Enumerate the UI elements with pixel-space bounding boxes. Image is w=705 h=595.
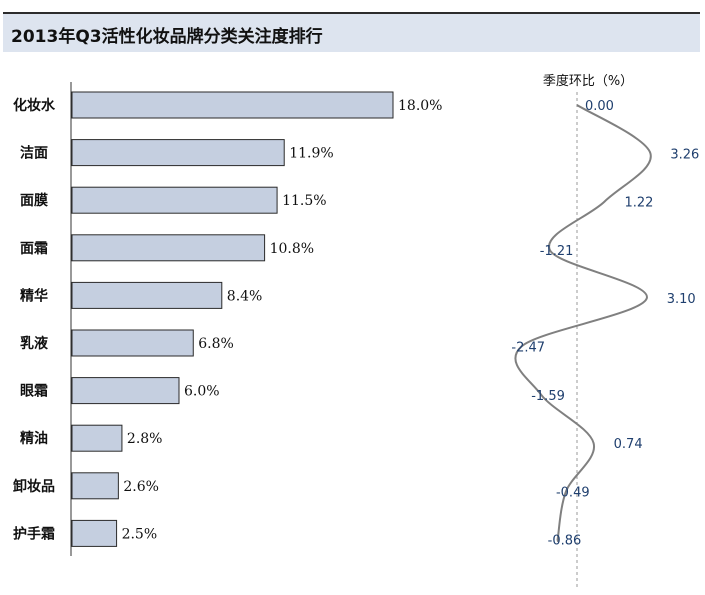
bar — [71, 91, 394, 119]
trend-line — [514, 104, 652, 542]
category-label: 眼霜 — [20, 383, 48, 400]
line-value-label: -2.47 — [511, 341, 545, 356]
bar — [71, 186, 278, 214]
bar-value-label: 2.8% — [127, 431, 163, 447]
bar — [71, 139, 285, 167]
category-label: 洁面 — [20, 145, 48, 162]
line-value-label: -0.86 — [548, 534, 582, 549]
bar-value-label: 6.8% — [198, 336, 234, 352]
category-label: 精油 — [20, 430, 48, 447]
line-axis-title: 季度环比（%） — [543, 73, 633, 89]
bar — [71, 234, 266, 262]
title-bar: 2013年Q3活性化妆品牌分类关注度排行 — [3, 12, 700, 52]
line-value-label: 3.26 — [670, 147, 699, 162]
bar — [71, 519, 118, 547]
bar — [71, 424, 123, 452]
line-value-label: -1.21 — [540, 244, 574, 259]
bar-value-label: 2.6% — [123, 479, 159, 495]
bar — [71, 472, 119, 500]
bar-value-label: 2.5% — [122, 526, 158, 542]
line-value-label: 1.22 — [624, 196, 653, 211]
bar-value-label: 10.8% — [270, 241, 314, 257]
bar-value-label: 8.4% — [227, 288, 263, 304]
line-value-label: 0.00 — [585, 99, 614, 114]
line-value-label: 0.74 — [614, 437, 643, 452]
chart-title: 2013年Q3活性化妆品牌分类关注度排行 — [11, 27, 323, 47]
category-label: 护手霜 — [13, 525, 55, 542]
category-label: 面膜 — [20, 192, 48, 209]
line-value-label: -0.49 — [556, 485, 590, 500]
line-value-label: 3.10 — [667, 292, 696, 307]
line-value-label: -1.59 — [531, 389, 565, 404]
category-label: 卸妆品 — [13, 478, 55, 495]
category-label: 面霜 — [20, 240, 48, 257]
bar-value-label: 6.0% — [184, 384, 220, 400]
bar-value-label: 18.0% — [398, 98, 442, 114]
category-label: 乳液 — [20, 335, 49, 352]
category-label: 精华 — [20, 287, 48, 304]
bar — [71, 281, 223, 309]
category-label: 化妆水 — [13, 97, 56, 114]
bar-value-label: 11.5% — [282, 193, 326, 209]
bar — [71, 329, 194, 357]
bar — [71, 377, 180, 405]
bar-value-label: 11.9% — [289, 146, 333, 162]
